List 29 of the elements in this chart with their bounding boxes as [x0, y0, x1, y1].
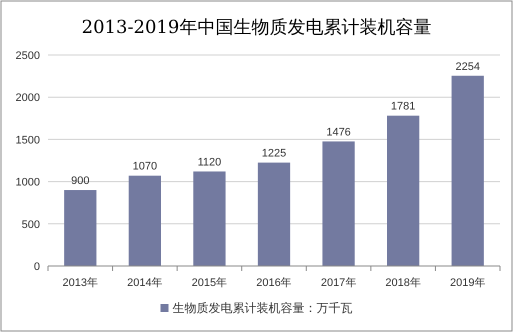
bar	[322, 141, 355, 266]
bar	[387, 116, 420, 266]
bar	[193, 171, 226, 266]
data-label: 2254	[455, 60, 480, 73]
x-tick-label: 2013年	[62, 277, 98, 289]
y-tick-label: 2000	[16, 92, 40, 104]
bar	[258, 162, 290, 266]
bar	[128, 176, 161, 266]
chart-title: 2013-2019年中国生物质发电累计装机容量	[82, 17, 432, 38]
x-tick-label: 2017年	[320, 277, 356, 289]
data-label: 1120	[198, 156, 222, 168]
bar	[64, 190, 96, 266]
x-tick-label: 2016年	[256, 277, 292, 289]
data-label: 1070	[132, 160, 158, 173]
x-tick-label: 2019年	[450, 277, 486, 289]
y-tick-label: 2500	[16, 50, 40, 62]
data-label: 1476	[326, 126, 351, 138]
data-label: 1781	[390, 100, 416, 113]
data-label: 1225	[262, 148, 286, 160]
y-tick-label: 500	[22, 218, 40, 231]
y-tick-label: 0	[34, 261, 40, 273]
y-tick-label: 1000	[16, 176, 40, 189]
data-label: 900	[71, 175, 90, 188]
y-tick-label: 1500	[16, 134, 40, 146]
x-tick-label: 2015年	[192, 277, 228, 289]
bar	[452, 76, 484, 266]
legend-label: 生物质发电累计装机容量：万千瓦	[172, 301, 352, 315]
x-tick-label: 2014年	[127, 277, 163, 289]
x-tick-label: 2018年	[385, 277, 421, 289]
